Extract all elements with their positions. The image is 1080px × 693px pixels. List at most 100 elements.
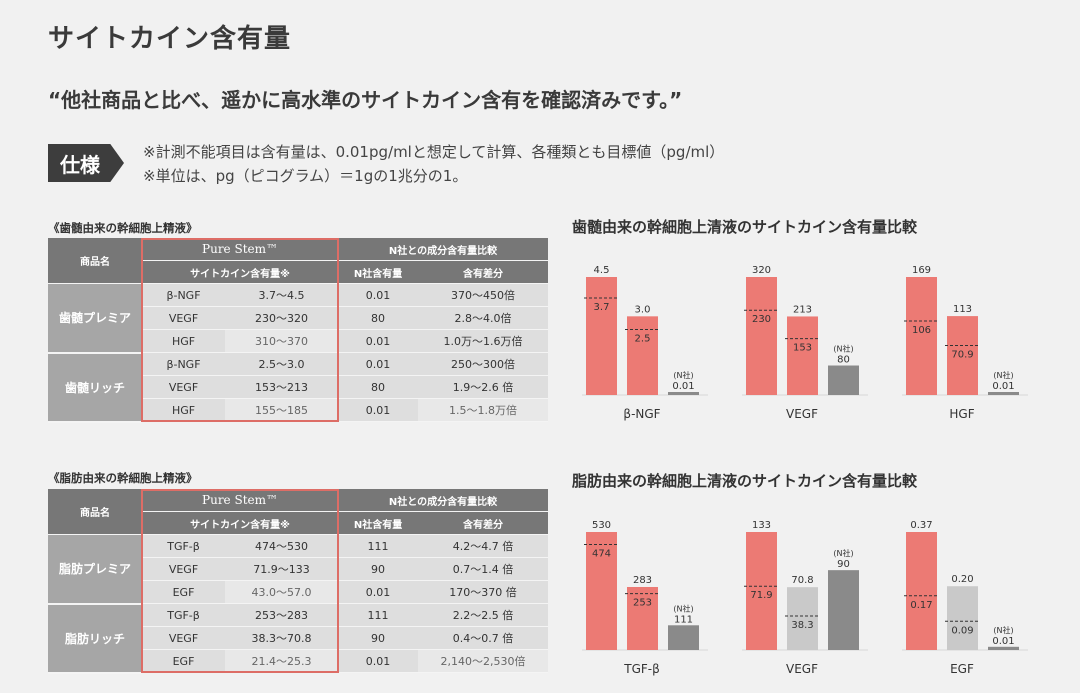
bar-EGF-2 <box>947 586 978 650</box>
max-value-label: 530 <box>592 520 611 531</box>
n-company-tag: (N社) <box>673 603 693 613</box>
section-label-dental-pulp: 《歯髄由来の幹細胞上精液》 <box>48 221 198 235</box>
brand-pure-stem: Pure Stem™ <box>142 489 339 512</box>
diff-cell: 2.8～4.0倍 <box>418 306 549 330</box>
factor-cell: VEGF <box>142 375 225 399</box>
product-name: 歯髄リッチ <box>48 352 142 423</box>
range-cell: 2.5～3.0 <box>225 352 339 376</box>
n-cell: 90 <box>338 557 419 581</box>
chart-dental-pulp: 4.53.7 3.02.50.01(N社)β-NGF32023021315380(… <box>582 265 1028 421</box>
max-value-label: 133 <box>752 520 771 531</box>
min-value-label: 474 <box>592 548 611 559</box>
compare-header: N社との成分含有量比較 <box>338 238 549 261</box>
n-cell: 0.01 <box>338 329 419 353</box>
n-cell: 80 <box>338 375 419 399</box>
category-label: β-NGF <box>623 407 660 421</box>
range-cell: 153～213 <box>225 375 339 399</box>
page-title: サイトカイン含有量 <box>48 24 292 54</box>
diff-cell: 1.5～1.8万倍 <box>418 398 549 422</box>
bar-VEGF-2 <box>787 587 818 650</box>
chart-adipose: 530474283253111(N社)TGF-β13371.970.838.39… <box>582 520 1028 676</box>
bar-HGF-2 <box>947 316 978 395</box>
max-value-label: 113 <box>953 304 972 315</box>
diff-cell: 1.0万～1.6万倍 <box>418 329 549 353</box>
min-value-label: 153 <box>793 343 812 354</box>
category-label: TGF-β <box>623 662 660 676</box>
chart-title-dental-pulp: 歯髄由来の幹細胞上清液のサイトカイン含有量比較 <box>572 218 918 236</box>
compare-header: N社との成分含有量比較 <box>338 489 549 512</box>
diff-cell: 2.2～2.5 倍 <box>418 603 549 627</box>
max-value-label: 213 <box>793 304 812 315</box>
spec-note-1: ※計測不能項目は含有量は、0.01pg/mlと想定して計算、各種類とも目標値（p… <box>143 143 725 161</box>
n-company-tag: (N社) <box>993 370 1013 380</box>
n-cell: 111 <box>338 603 419 627</box>
category-label: HGF <box>949 407 974 421</box>
table-row: VEGF 230～320 80 2.8～4.0倍 <box>48 306 549 330</box>
n-cell: 0.01 <box>338 283 419 307</box>
bar-HGF-1 <box>906 277 937 395</box>
bar-VEGF-3 <box>828 570 859 650</box>
table-row: EGF 21.4～25.3 0.01 2,140～2,530倍 <box>48 649 549 673</box>
diff-cell: 4.2～4.7 倍 <box>418 534 549 558</box>
n-value-label: 80 <box>837 355 850 366</box>
bar-VEGF-1 <box>746 532 777 650</box>
factor-cell: TGF-β <box>142 534 225 558</box>
min-value-label: 0.09 <box>951 625 973 636</box>
diff-cell: 2,140～2,530倍 <box>418 649 549 673</box>
table-row: 歯髄プレミア β-NGF 3.7～4.5 0.01 370～450倍 <box>48 283 549 354</box>
col-cytokine: サイトカイン含有量※ <box>142 511 339 535</box>
bar-β-NGF-3 <box>668 392 699 395</box>
product-name: 歯髄プレミア <box>48 283 142 354</box>
category-label: EGF <box>950 662 974 676</box>
n-value-label: 0.01 <box>992 381 1014 392</box>
n-cell: 0.01 <box>338 352 419 376</box>
n-company-tag: (N社) <box>833 344 853 354</box>
range-cell: 21.4～25.3 <box>225 649 339 673</box>
table-row: EGF 43.0～57.0 0.01 170～370 倍 <box>48 580 549 604</box>
n-value-label: 0.01 <box>672 381 694 392</box>
diff-cell: 0.7～1.4 倍 <box>418 557 549 581</box>
n-company-tag: (N社) <box>993 625 1013 635</box>
range-cell: 43.0～57.0 <box>225 580 339 604</box>
max-value-label: 0.37 <box>910 520 932 531</box>
bar-TGF-β-2 <box>627 586 658 650</box>
headline-quote: “他社商品と比べ、遥かに高水準のサイトカイン含有を確認済みです。” <box>48 88 683 112</box>
col-product-name: 商品名 <box>48 489 142 535</box>
brand-pure-stem: Pure Stem™ <box>142 238 339 261</box>
spec-table-dental-pulp: 商品名 Pure Stem™ N社との成分含有量比較 サイトカイン含有量※ N社… <box>48 238 549 423</box>
table-row: VEGF 153～213 80 1.9～2.6 倍 <box>48 375 549 399</box>
max-value-label: 169 <box>912 265 931 276</box>
bar-VEGF-1 <box>746 277 777 395</box>
diff-cell: 250～300倍 <box>418 352 549 376</box>
bar-β-NGF-2 <box>627 316 658 395</box>
max-value-label: 4.5 <box>594 265 610 276</box>
n-cell: 90 <box>338 626 419 650</box>
n-value-label: 111 <box>674 614 693 625</box>
n-company-tag: (N社) <box>673 370 693 380</box>
col-n-company: N社含有量 <box>338 260 419 284</box>
table-row: VEGF 71.9～133 90 0.7～1.4 倍 <box>48 557 549 581</box>
range-cell: 3.7～4.5 <box>225 283 339 307</box>
table-row: 脂肪リッチ TGF-β 253～283 111 2.2～2.5 倍 <box>48 603 549 674</box>
col-diff: 含有差分 <box>418 511 549 535</box>
min-value-label: 253 <box>633 598 652 609</box>
max-value-label: 320 <box>752 265 771 276</box>
factor-cell: HGF <box>142 398 225 422</box>
min-value-label: 71.9 <box>750 590 772 601</box>
bar-β-NGF-1 <box>586 277 617 395</box>
min-value-label: 2.5 <box>635 333 651 344</box>
factor-cell: β-NGF <box>142 352 225 376</box>
max-value-label: 283 <box>633 575 652 586</box>
min-value-label: 230 <box>752 314 771 325</box>
bar-TGF-β-3 <box>668 625 699 650</box>
min-value-label: 106 <box>912 325 931 336</box>
col-cytokine: サイトカイン含有量※ <box>142 260 339 284</box>
n-value-label: 0.01 <box>992 636 1014 647</box>
n-value-label: 90 <box>837 559 850 570</box>
range-cell: 474～530 <box>225 534 339 558</box>
min-value-label: 3.7 <box>594 302 610 313</box>
n-cell: 0.01 <box>338 580 419 604</box>
range-cell: 230～320 <box>225 306 339 330</box>
factor-cell: TGF-β <box>142 603 225 627</box>
factor-cell: HGF <box>142 329 225 353</box>
